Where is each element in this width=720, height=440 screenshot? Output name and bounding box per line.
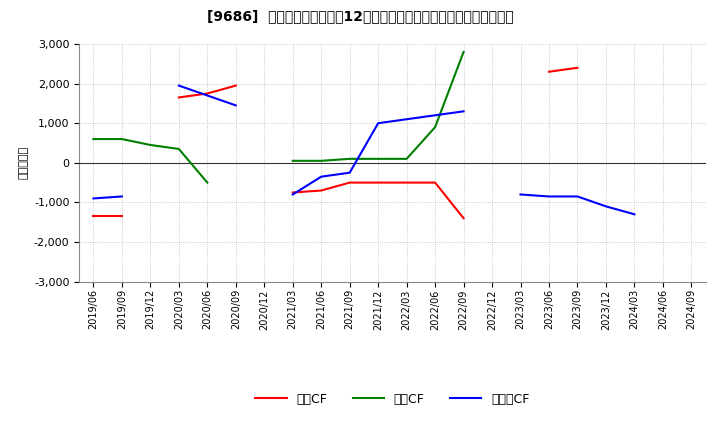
投資CF bbox=[203, 180, 212, 185]
営業CF bbox=[89, 213, 98, 219]
投資CF bbox=[174, 146, 183, 151]
投資CF bbox=[89, 136, 98, 142]
Y-axis label: （百万円）: （百万円） bbox=[18, 146, 28, 180]
投資CF bbox=[117, 136, 126, 142]
Text: [9686]  キャッシュフローの12か月移動合計の対前年同期増減額の推移: [9686] キャッシュフローの12か月移動合計の対前年同期増減額の推移 bbox=[207, 9, 513, 23]
投資CF bbox=[146, 142, 155, 147]
営業CF bbox=[117, 213, 126, 219]
Legend: 営業CF, 投資CF, フリーCF: 営業CF, 投資CF, フリーCF bbox=[251, 388, 534, 411]
Line: 投資CF: 投資CF bbox=[94, 139, 207, 183]
フリーCF bbox=[89, 196, 98, 201]
フリーCF bbox=[117, 194, 126, 199]
Line: フリーCF: フリーCF bbox=[94, 196, 122, 198]
